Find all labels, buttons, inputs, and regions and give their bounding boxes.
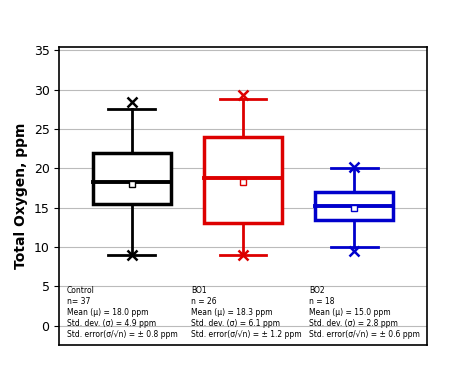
Bar: [92, 153, 171, 204]
Bar: [204, 137, 282, 223]
Bar: [315, 192, 393, 220]
Y-axis label: Total Oxygen, ppm: Total Oxygen, ppm: [14, 123, 28, 269]
Text: BO1
n = 26
Mean (μ) = 18.3 ppm
Std. dev. (σ) = 6.1 ppm
Std. error(σ/√n) = ± 1.2 : BO1 n = 26 Mean (μ) = 18.3 ppm Std. dev.…: [191, 286, 302, 340]
Text: BO2
n = 18
Mean (μ) = 15.0 ppm
Std. dev. (σ) = 2.8 ppm
Std. error(σ/√n) = ± 0.6 : BO2 n = 18 Mean (μ) = 15.0 ppm Std. dev.…: [309, 286, 420, 340]
Text: Control
n= 37
Mean (μ) = 18.0 ppm
Std. dev. (σ) = 4.9 ppm
Std. error(σ/√n) = ± 0: Control n= 37 Mean (μ) = 18.0 ppm Std. d…: [66, 286, 177, 340]
